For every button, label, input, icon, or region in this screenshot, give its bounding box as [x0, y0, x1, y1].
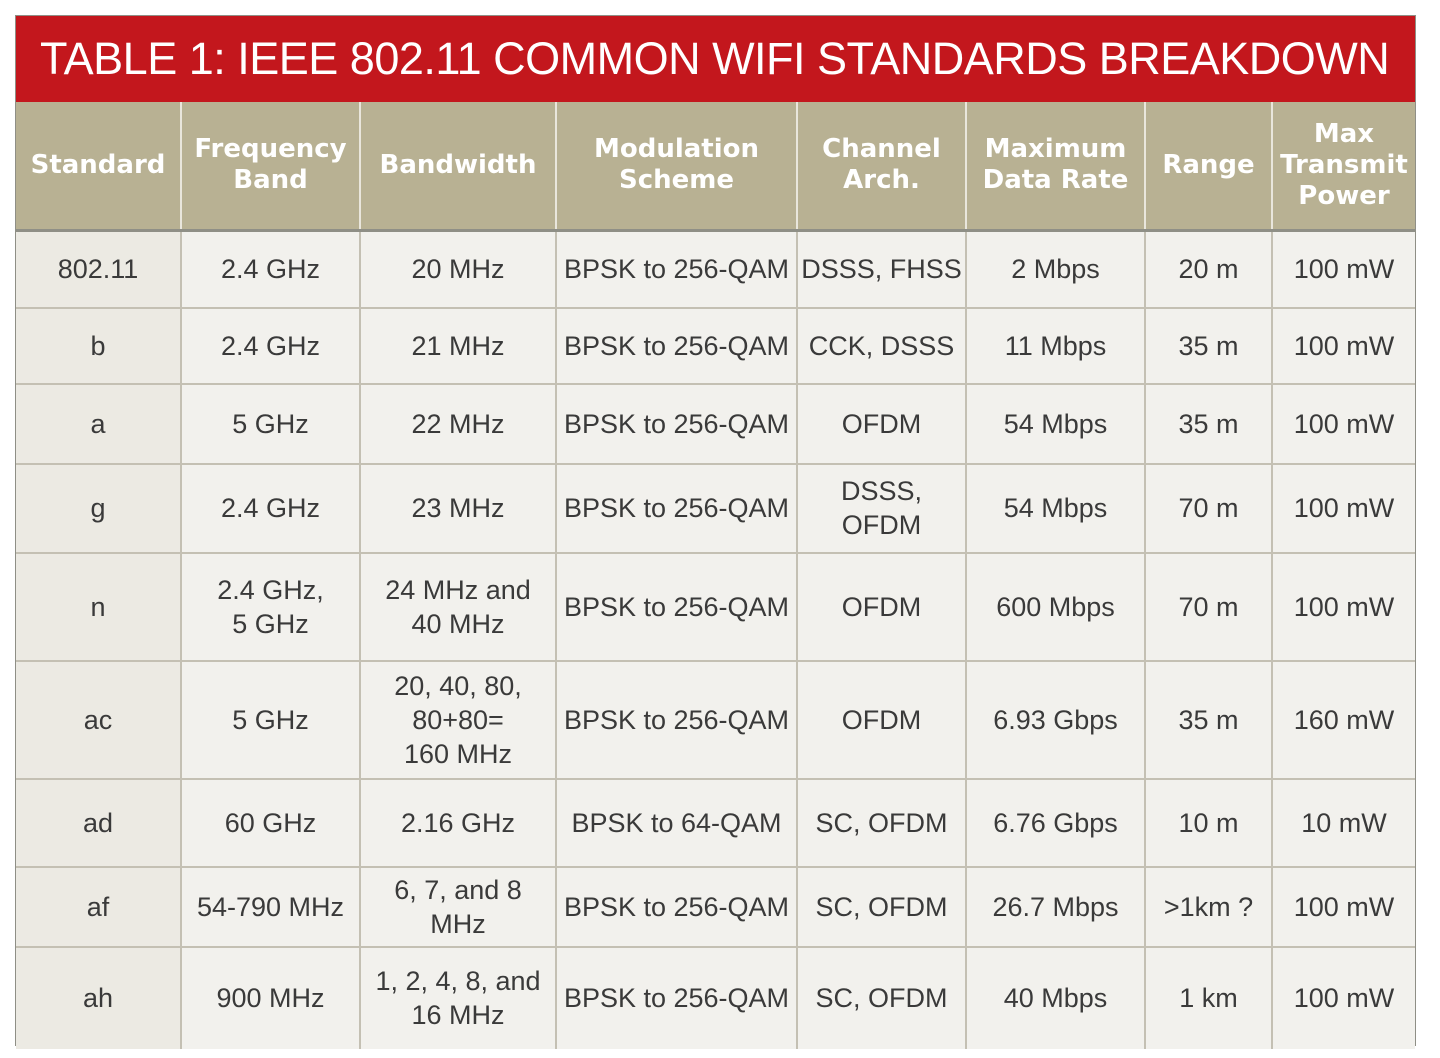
header-row: Standard Frequency Band Bandwidth Modula… [16, 102, 1415, 232]
cell-bandwidth: 22 MHz [360, 383, 557, 465]
cell-bandwidth: 20, 40, 80, 80+80= 160 MHz [360, 660, 557, 780]
cell-range: 70 m [1145, 463, 1273, 554]
cell-channel-arch: SC, OFDM [797, 778, 967, 868]
cell-modulation-scheme: BPSK to 256-QAM [556, 230, 798, 309]
cell-channel-arch: OFDM [797, 660, 967, 780]
cell-channel-arch: CCK, DSSS [797, 307, 967, 385]
cell-frequency-band: 5 GHz [181, 383, 361, 465]
cell-max-transmit-power: 100 mW [1272, 866, 1415, 948]
cell-modulation-scheme: BPSK to 256-QAM [556, 946, 798, 1049]
cell-max-transmit-power: 100 mW [1272, 552, 1415, 662]
table-row: 802.11 2.4 GHz 20 MHz BPSK to 256-QAM DS… [16, 230, 1415, 309]
cell-range: 35 m [1145, 660, 1273, 780]
cell-bandwidth: 24 MHz and 40 MHz [360, 552, 557, 662]
table-row: n 2.4 GHz, 5 GHz 24 MHz and 40 MHz BPSK … [16, 552, 1415, 662]
cell-bandwidth: 6, 7, and 8 MHz [360, 866, 557, 948]
cell-range: 10 m [1145, 778, 1273, 868]
cell-standard: ah [16, 946, 182, 1049]
cell-max-data-rate: 11 Mbps [966, 307, 1146, 385]
cell-frequency-band: 2.4 GHz [181, 463, 361, 554]
cell-modulation-scheme: BPSK to 256-QAM [556, 307, 798, 385]
table-row: af 54-790 MHz 6, 7, and 8 MHz BPSK to 25… [16, 866, 1415, 948]
cell-range: 1 km [1145, 946, 1273, 1049]
header-frequency-band: Frequency Band [181, 102, 361, 232]
header-channel-arch: Channel Arch. [797, 102, 967, 232]
cell-standard: ac [16, 660, 182, 780]
cell-modulation-scheme: BPSK to 256-QAM [556, 383, 798, 465]
cell-frequency-band: 900 MHz [181, 946, 361, 1049]
cell-bandwidth: 1, 2, 4, 8, and 16 MHz [360, 946, 557, 1049]
cell-channel-arch: SC, OFDM [797, 946, 967, 1049]
cell-range: 35 m [1145, 383, 1273, 465]
cell-channel-arch: DSSS, OFDM [797, 463, 967, 554]
cell-channel-arch: SC, OFDM [797, 866, 967, 948]
table-row: ad 60 GHz 2.16 GHz BPSK to 64-QAM SC, OF… [16, 778, 1415, 868]
cell-standard: ad [16, 778, 182, 868]
cell-range: 70 m [1145, 552, 1273, 662]
table-row: g 2.4 GHz 23 MHz BPSK to 256-QAM DSSS, O… [16, 463, 1415, 554]
header-modulation-scheme: Modulation Scheme [556, 102, 798, 232]
table-row: a 5 GHz 22 MHz BPSK to 256-QAM OFDM 54 M… [16, 383, 1415, 465]
cell-max-data-rate: 26.7 Mbps [966, 866, 1146, 948]
cell-max-transmit-power: 100 mW [1272, 307, 1415, 385]
cell-range: >1km ? [1145, 866, 1273, 948]
cell-bandwidth: 20 MHz [360, 230, 557, 309]
table-frame: TABLE 1: IEEE 802.11 COMMON WIFI STANDAR… [15, 15, 1416, 1049]
table-title: TABLE 1: IEEE 802.11 COMMON WIFI STANDAR… [16, 16, 1415, 102]
cell-modulation-scheme: BPSK to 256-QAM [556, 866, 798, 948]
cell-channel-arch: DSSS, FHSS [797, 230, 967, 309]
cell-channel-arch: OFDM [797, 552, 967, 662]
cell-modulation-scheme: BPSK to 256-QAM [556, 552, 798, 662]
cell-max-data-rate: 40 Mbps [966, 946, 1146, 1049]
cell-bandwidth: 2.16 GHz [360, 778, 557, 868]
cell-range: 35 m [1145, 307, 1273, 385]
table-row: ah 900 MHz 1, 2, 4, 8, and 16 MHz BPSK t… [16, 946, 1415, 1049]
header-range: Range [1145, 102, 1273, 232]
cell-standard: b [16, 307, 182, 385]
cell-bandwidth: 23 MHz [360, 463, 557, 554]
cell-frequency-band: 5 GHz [181, 660, 361, 780]
cell-standard: af [16, 866, 182, 948]
cell-range: 20 m [1145, 230, 1273, 309]
cell-max-transmit-power: 160 mW [1272, 660, 1415, 780]
cell-channel-arch: OFDM [797, 383, 967, 465]
cell-max-transmit-power: 100 mW [1272, 230, 1415, 309]
cell-bandwidth: 21 MHz [360, 307, 557, 385]
cell-modulation-scheme: BPSK to 256-QAM [556, 463, 798, 554]
cell-max-data-rate: 54 Mbps [966, 383, 1146, 465]
header-standard: Standard [16, 102, 182, 232]
cell-standard: g [16, 463, 182, 554]
cell-frequency-band: 54-790 MHz [181, 866, 361, 948]
cell-modulation-scheme: BPSK to 256-QAM [556, 660, 798, 780]
cell-max-data-rate: 6.93 Gbps [966, 660, 1146, 780]
cell-frequency-band: 2.4 GHz, 5 GHz [181, 552, 361, 662]
cell-max-data-rate: 2 Mbps [966, 230, 1146, 309]
cell-frequency-band: 2.4 GHz [181, 230, 361, 309]
cell-max-transmit-power: 10 mW [1272, 778, 1415, 868]
cell-max-transmit-power: 100 mW [1272, 946, 1415, 1049]
table-row: b 2.4 GHz 21 MHz BPSK to 256-QAM CCK, DS… [16, 307, 1415, 385]
cell-standard: a [16, 383, 182, 465]
header-max-data-rate: Maximum Data Rate [966, 102, 1146, 232]
cell-standard: 802.11 [16, 230, 182, 309]
cell-max-data-rate: 6.76 Gbps [966, 778, 1146, 868]
cell-max-transmit-power: 100 mW [1272, 383, 1415, 465]
wifi-standards-table: Standard Frequency Band Bandwidth Modula… [16, 102, 1415, 1049]
cell-frequency-band: 60 GHz [181, 778, 361, 868]
cell-standard: n [16, 552, 182, 662]
cell-max-data-rate: 54 Mbps [966, 463, 1146, 554]
cell-modulation-scheme: BPSK to 64-QAM [556, 778, 798, 868]
cell-frequency-band: 2.4 GHz [181, 307, 361, 385]
header-bandwidth: Bandwidth [360, 102, 557, 232]
table-row: ac 5 GHz 20, 40, 80, 80+80= 160 MHz BPSK… [16, 660, 1415, 780]
cell-max-transmit-power: 100 mW [1272, 463, 1415, 554]
cell-max-data-rate: 600 Mbps [966, 552, 1146, 662]
header-max-transmit-power: Max Transmit Power [1272, 102, 1415, 232]
